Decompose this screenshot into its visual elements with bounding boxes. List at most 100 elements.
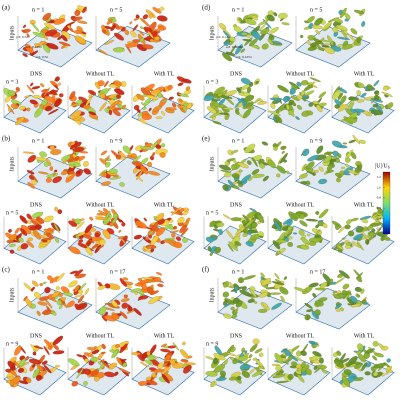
vortex-structure (110, 24, 116, 32)
vortex-structure (26, 107, 31, 112)
vortex-structure (287, 241, 294, 247)
n-label: n = 1 (32, 269, 44, 275)
vortex-structure (260, 28, 270, 35)
vortex-structure (121, 222, 126, 227)
vortex-structure (31, 85, 41, 90)
render-floor (95, 156, 171, 199)
vortex-structure (341, 376, 351, 387)
vortex-structure (352, 134, 361, 145)
vortex-structure (40, 83, 45, 88)
vortex-structure (230, 371, 241, 378)
vortex-structure (269, 27, 279, 34)
vortex-structure (25, 356, 29, 361)
vortex-structure (112, 213, 118, 219)
vortex-structure (315, 211, 320, 215)
vortex-structure (40, 244, 47, 247)
vortex-structure (34, 43, 41, 47)
vortex-structure (15, 87, 20, 92)
vortex-structure (226, 285, 234, 289)
vortex-structure (35, 224, 42, 230)
vortex-structure (157, 26, 164, 31)
vortex-structure (35, 374, 42, 381)
vortex-structure (230, 217, 242, 222)
vortex-structure (231, 149, 239, 154)
vortex-structure (31, 179, 37, 186)
vortex-structure (300, 34, 304, 38)
vortex-structure (228, 281, 234, 288)
vortex-structure (158, 8, 162, 13)
vortex-structure (135, 220, 147, 229)
vortex-structure (224, 352, 237, 357)
vortex-structure (238, 183, 243, 187)
vortex-structure (238, 169, 243, 173)
vortex-structure (179, 207, 185, 213)
panel-label: (b) (2, 135, 11, 143)
vortex-structure (337, 153, 342, 158)
vortex-structure (240, 77, 251, 85)
vortex-structure (340, 29, 348, 39)
vortex-structure (154, 36, 160, 41)
vortex-structure (42, 87, 50, 98)
axis-annotation: z/δ (226, 45, 231, 49)
vortex-structure (361, 218, 369, 224)
vortex-structure (120, 298, 130, 302)
vortex-structure (296, 105, 303, 110)
vortex-structure (348, 139, 356, 144)
vortex-structure (245, 241, 254, 247)
vortex-structure (228, 376, 238, 381)
vortex-structure (277, 85, 289, 93)
output-label: DNS (30, 71, 42, 77)
vortex-structure (22, 151, 35, 154)
vortex-structure (171, 362, 185, 369)
vortex-structure (138, 30, 145, 36)
vortex-structure (157, 92, 163, 99)
vortex-structure (50, 309, 57, 316)
panel-label: (d) (202, 4, 211, 12)
colorbar-tick-label: 0.2 (377, 227, 382, 231)
vortex-structure (75, 273, 87, 279)
vortex-structure (143, 217, 147, 222)
vortex-structure (179, 349, 189, 359)
vortex-structure (254, 348, 263, 354)
vortex-structure (106, 18, 113, 25)
vortex-structure (335, 172, 343, 178)
vortex-structure (42, 281, 47, 284)
vortex-structure (58, 292, 63, 298)
vortex-structure (79, 282, 87, 291)
vortex-structure (105, 162, 111, 168)
vortex-structure (296, 373, 305, 383)
vortex-structure (18, 237, 24, 243)
vortex-structure (345, 242, 353, 246)
vortex-structure (26, 377, 32, 384)
vortex-structure (244, 143, 256, 154)
vortex-structure (248, 354, 253, 359)
vortex-structure (26, 213, 32, 220)
vortex-structure (316, 145, 324, 154)
flow-render (203, 207, 267, 265)
flow-render (95, 272, 171, 330)
vortex-structure (276, 250, 281, 255)
vortex-structure (235, 110, 240, 115)
vortex-structure (382, 85, 389, 91)
output-label: Without TL (286, 71, 314, 77)
vortex-structure (150, 290, 159, 295)
vortex-structure (275, 365, 282, 372)
vortex-structure (144, 359, 153, 365)
vortex-structure (224, 41, 230, 46)
output-label: DNS (230, 71, 242, 77)
n-label: n = 9 (6, 341, 18, 347)
vortex-structure (167, 345, 176, 349)
vortex-structure (171, 206, 181, 216)
vortex-structure (68, 358, 80, 367)
vortex-structure (374, 94, 380, 101)
vortex-structure (32, 351, 37, 356)
vortex-structure (361, 21, 366, 27)
vortex-structure (368, 231, 375, 237)
vortex-structure (50, 149, 62, 155)
vortex-structure (101, 29, 107, 34)
vortex-structure (276, 380, 289, 384)
vortex-structure (100, 150, 108, 156)
vortex-structure (175, 236, 182, 241)
vortex-structure (337, 104, 348, 112)
vortex-structure (301, 237, 310, 246)
